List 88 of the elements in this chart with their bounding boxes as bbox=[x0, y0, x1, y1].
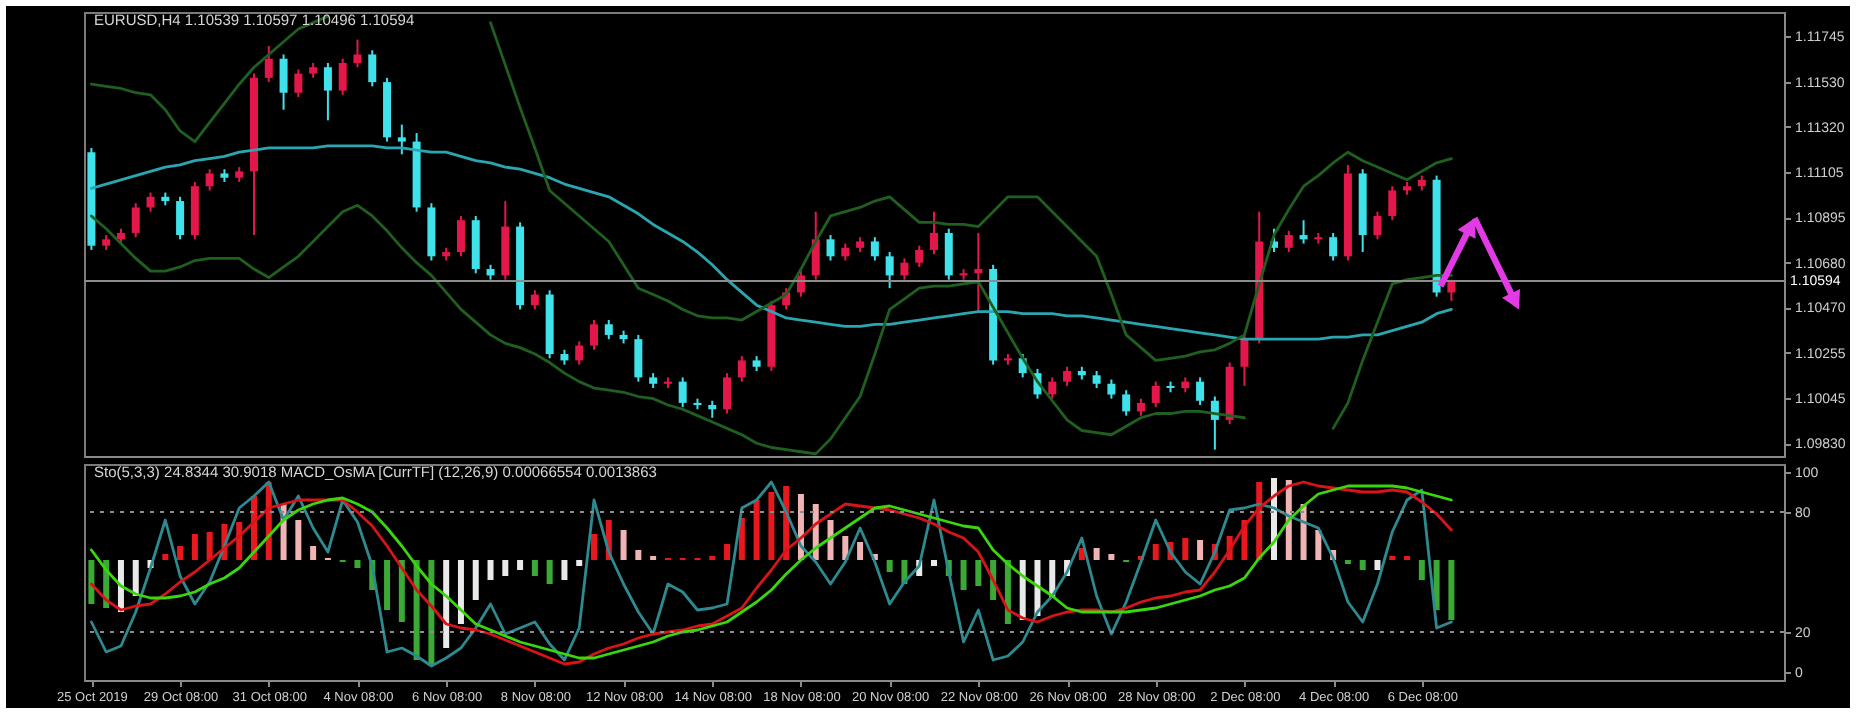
bar bbox=[162, 554, 169, 560]
candlestick bbox=[205, 168, 214, 192]
bar bbox=[354, 560, 361, 568]
bar bbox=[857, 542, 864, 560]
bar bbox=[206, 532, 213, 560]
bar bbox=[768, 492, 775, 560]
candlestick bbox=[944, 227, 953, 281]
candlestick bbox=[1373, 210, 1382, 241]
bar bbox=[620, 530, 627, 560]
bar bbox=[576, 560, 583, 566]
bar bbox=[457, 560, 464, 624]
bar bbox=[236, 522, 243, 560]
candlestick bbox=[678, 376, 687, 409]
candlestick bbox=[530, 289, 539, 311]
bar bbox=[310, 546, 317, 560]
bar bbox=[517, 560, 524, 570]
candlestick bbox=[915, 244, 924, 268]
bar bbox=[960, 560, 967, 590]
candlestick bbox=[1329, 231, 1338, 262]
candlestick bbox=[131, 202, 140, 239]
bar bbox=[931, 560, 937, 566]
candlestick bbox=[353, 38, 362, 69]
bar bbox=[472, 560, 479, 600]
candlestick bbox=[279, 53, 288, 111]
bar bbox=[1108, 554, 1115, 560]
candlestick bbox=[1196, 376, 1205, 407]
bar bbox=[724, 544, 731, 560]
candlestick bbox=[604, 319, 613, 341]
candlestick bbox=[264, 44, 273, 84]
bar bbox=[1418, 560, 1425, 580]
bar bbox=[502, 560, 509, 576]
candlestick bbox=[368, 49, 377, 88]
bar bbox=[975, 560, 982, 586]
candlestick bbox=[1107, 378, 1116, 400]
candlestick bbox=[634, 333, 643, 383]
bar bbox=[1315, 530, 1322, 560]
candlestick bbox=[1048, 376, 1057, 400]
bar bbox=[295, 520, 302, 560]
candlestick bbox=[1240, 333, 1249, 387]
candlestick bbox=[885, 251, 894, 290]
bar bbox=[1359, 560, 1366, 570]
bar bbox=[531, 560, 538, 576]
bar bbox=[738, 518, 745, 560]
bar bbox=[1374, 560, 1381, 570]
candlestick bbox=[397, 123, 406, 156]
bar bbox=[1182, 538, 1189, 560]
bar bbox=[398, 560, 405, 622]
bar bbox=[1152, 544, 1159, 560]
candlestick bbox=[1299, 219, 1308, 245]
bar bbox=[1433, 560, 1440, 610]
bar bbox=[443, 560, 450, 648]
bar bbox=[1448, 560, 1455, 620]
candlestick bbox=[870, 236, 879, 262]
bar bbox=[1093, 548, 1100, 560]
bar bbox=[1197, 540, 1204, 560]
bar bbox=[88, 560, 95, 604]
candlestick bbox=[146, 191, 155, 213]
bar bbox=[546, 560, 553, 584]
candlestick bbox=[1388, 185, 1397, 222]
bar bbox=[842, 536, 849, 560]
candlestick bbox=[1063, 365, 1072, 387]
candlestick bbox=[737, 355, 746, 383]
candlestick bbox=[723, 372, 732, 415]
bar bbox=[132, 560, 139, 596]
candlestick bbox=[575, 340, 584, 366]
candlestick bbox=[294, 68, 303, 98]
candlestick bbox=[338, 57, 347, 96]
candlestick bbox=[974, 231, 983, 313]
bar bbox=[886, 560, 893, 572]
candlestick bbox=[1122, 389, 1131, 417]
bar bbox=[635, 550, 642, 560]
bar bbox=[191, 534, 198, 560]
candlestick bbox=[590, 319, 598, 351]
bar bbox=[561, 560, 568, 580]
bar bbox=[384, 560, 391, 610]
candlestick bbox=[1284, 229, 1293, 254]
candlestick bbox=[456, 214, 465, 258]
bar bbox=[827, 520, 834, 560]
bar bbox=[487, 560, 494, 580]
bar bbox=[591, 534, 597, 560]
candlestick bbox=[930, 210, 938, 256]
candlestick bbox=[323, 61, 332, 122]
bar bbox=[177, 546, 184, 560]
bar bbox=[753, 500, 760, 560]
candlestick bbox=[1151, 380, 1160, 409]
candlestick bbox=[176, 195, 185, 241]
candlestick bbox=[900, 257, 909, 281]
candlestick bbox=[826, 234, 835, 262]
